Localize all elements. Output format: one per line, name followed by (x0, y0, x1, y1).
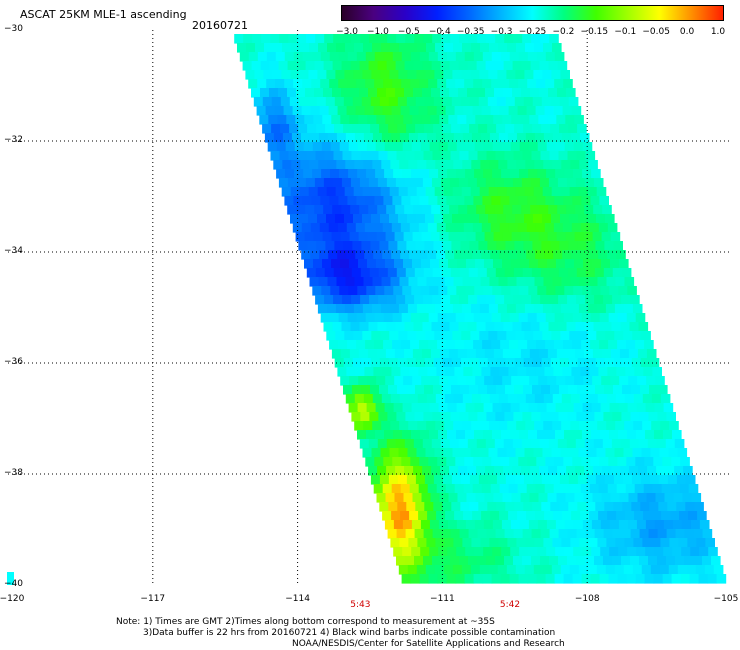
colorbar-tick-label: −0.4 (428, 27, 451, 37)
colorbar-tick-label: −1.0 (366, 27, 389, 37)
colorbar-tick-label: −0.5 (397, 27, 420, 37)
y-tick-label: −36 (4, 357, 23, 367)
x-tick-label: −117 (140, 594, 166, 604)
x-tick-label: −114 (285, 594, 310, 604)
data-fragment (7, 572, 14, 585)
colorbar-tick-label: −0.1 (614, 27, 637, 37)
colorbar-tick-label: −0.25 (518, 27, 547, 37)
colorbar-tick-label: 1.0 (710, 27, 726, 37)
x-tick-label: −108 (574, 594, 600, 604)
colorbar-tick-label: −0.3 (490, 27, 513, 37)
swath-time-label: 5:43 (350, 600, 371, 610)
colorbar-tick-label: 0.0 (679, 27, 695, 37)
colorbar-tick-label: −3.0 (336, 27, 358, 37)
colorbar-tick-label: −0.05 (642, 27, 670, 37)
y-tick-label: −34 (4, 246, 23, 256)
colorbar (341, 5, 724, 21)
data-swath (234, 34, 727, 584)
footer-note-3: NOAA/NESDIS/Center for Satellite Applica… (292, 639, 565, 649)
footer-note-1: Note: 1) Times are GMT 2)Times along bot… (116, 617, 495, 627)
y-tick-label: −32 (4, 135, 23, 145)
colorbar-tick-label: −0.2 (552, 27, 575, 37)
x-tick-label: −120 (0, 594, 25, 604)
footer-note-2: 3)Data buffer is 22 hrs from 20160721 4)… (143, 628, 556, 638)
y-tick-label: −30 (4, 24, 23, 34)
swath-time-label: 5:42 (499, 600, 521, 610)
map-title: ASCAT 25KM MLE-1 ascending (20, 8, 187, 21)
colorbar-tick-label: −0.15 (580, 27, 609, 37)
y-tick-label: −38 (4, 468, 23, 478)
colorbar-tick-label: −0.35 (456, 27, 485, 37)
x-tick-label: −111 (430, 594, 455, 604)
x-tick-label: −105 (713, 594, 739, 604)
y-tick-label: −40 (4, 579, 23, 589)
map-date: 20160721 (192, 19, 248, 32)
